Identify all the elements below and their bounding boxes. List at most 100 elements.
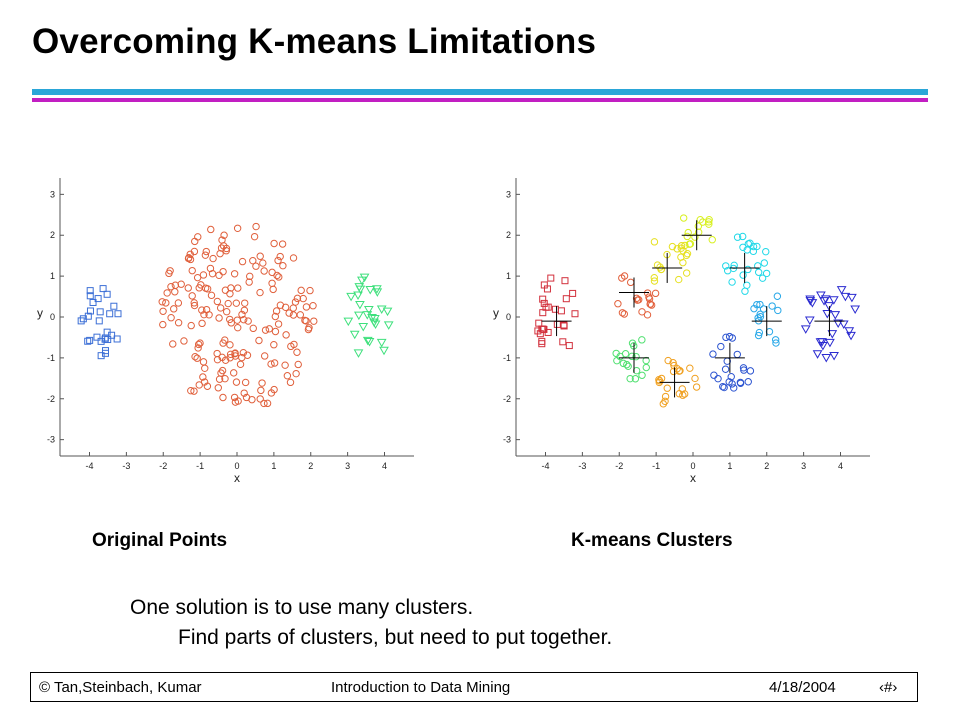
data-point-circle [222,244,231,253]
data-point-circle [227,319,235,327]
data-point-circle [158,298,166,306]
body-text-line-1: One solution is to use many clusters. [130,596,474,619]
data-point-circle [218,353,226,362]
data-point-circle [736,378,745,387]
data-point-circle [250,232,259,241]
data-point-circle [256,288,264,297]
data-point-circle [203,382,212,390]
data-point-square [86,336,94,344]
data-point-circle [209,254,217,263]
data-point-circle [754,268,763,276]
data-point-circle [733,233,742,241]
data-point-circle [233,316,242,324]
data-point-triangle [363,305,374,315]
caption-original-points: Original Points [92,530,228,551]
data-point-circle [293,348,301,356]
data-point-circle [279,262,287,270]
data-point-circle [265,325,273,333]
data-point-circle [159,307,167,315]
data-point-circle [206,264,215,273]
data-point-circle [772,339,780,347]
data-point-circle [632,366,641,375]
data-point-circle [646,300,654,308]
data-point-circle [199,271,208,279]
data-point-circle [730,384,738,392]
x-tick-label: 1 [727,461,732,471]
data-point-circle [650,277,659,285]
data-point-circle [205,311,213,319]
data-point-square [97,337,105,345]
data-point-square [540,299,548,307]
data-point-triangle [824,302,834,311]
data-point-triangle [820,295,831,304]
data-point-square [103,290,111,298]
data-point-circle [725,378,733,386]
data-point-square [544,303,552,311]
data-point-circle [198,319,206,328]
data-point-circle [171,288,179,296]
data-point-triangle [844,327,855,336]
data-point-circle [234,323,242,332]
data-point-triangle [819,297,829,306]
data-point-square [535,319,543,327]
data-point-circle [263,399,272,408]
data-point-circle [199,358,208,366]
x-tick-label: -3 [578,461,586,471]
data-point-circle [310,317,318,325]
data-point-triangle [364,338,375,347]
data-point-circle [230,270,239,278]
data-point-square [571,310,579,318]
data-point-circle [705,215,713,224]
data-point-circle [194,233,202,241]
data-point-circle [771,336,780,344]
data-point-circle [184,284,192,292]
data-point-circle [631,375,640,383]
data-point-circle [733,350,742,359]
data-point-circle [302,317,310,325]
data-point-triangle [353,349,364,358]
x-tick-label: 3 [801,461,806,471]
data-point-circle [226,350,235,359]
data-point-triangle [372,285,382,294]
data-point-circle [774,306,782,315]
data-point-circle [218,366,227,375]
data-point-square [551,305,559,313]
data-point-circle [699,218,707,226]
data-point-circle [190,247,199,256]
data-point-circle [762,269,771,278]
data-point-circle [746,367,755,375]
data-point-circle [723,267,732,275]
data-point-circle [710,371,718,379]
data-point-circle [190,299,198,307]
data-point-circle [696,215,704,224]
data-point-triangle [376,305,387,314]
data-point-circle [293,294,302,303]
data-point-square [84,337,92,345]
data-point-circle [691,374,699,383]
data-point-circle [226,354,234,362]
data-point-circle [305,324,313,332]
data-point-square [114,310,122,318]
y-axis-label: y [493,306,499,320]
data-point-circle [244,317,252,325]
body-text-line-2: Find parts of clusters, but need to put … [178,626,613,649]
slide-footer: © Tan,Steinbach, Kumar Introduction to D… [30,672,918,702]
y-tick-label: 0 [50,312,55,322]
data-point-triangle [346,292,356,302]
data-point-circle [686,240,695,248]
data-point-circle [191,352,199,361]
data-point-circle [219,339,227,347]
data-point-circle [302,303,311,311]
data-point-circle [220,231,228,239]
data-point-circle [686,364,694,372]
data-point-circle [632,352,640,361]
data-point-circle [664,356,672,365]
data-point-circle [613,356,621,365]
data-point-circle [199,373,207,381]
data-point-circle [231,398,240,406]
data-point-triangle [840,292,851,302]
data-point-circle [708,236,716,244]
data-point-circle [240,306,249,314]
data-point-circle [728,278,736,286]
data-point-square [539,325,547,333]
